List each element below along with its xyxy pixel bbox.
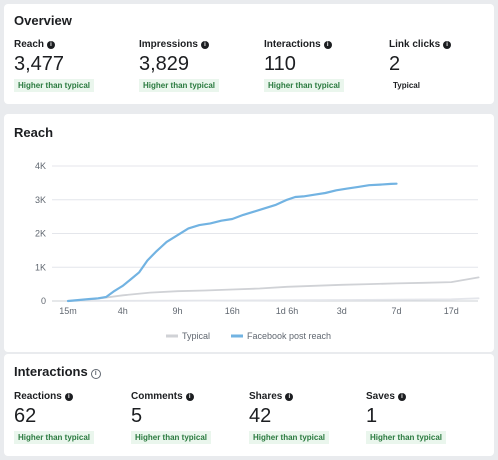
shares-metric: Shares i 42 Higher than typical — [249, 391, 330, 445]
link-clicks-label: Link clicks — [389, 39, 441, 50]
info-icon[interactable]: i — [185, 392, 194, 401]
x-tick-label: 1d 6h — [276, 306, 299, 316]
comments-metric: Comments i 5 Higher than typical — [131, 391, 212, 445]
shares-value: 42 — [249, 405, 272, 427]
reactions-label: Reactions — [14, 391, 62, 402]
status-badge: Typical — [389, 79, 424, 92]
saves-value: 1 — [366, 405, 378, 427]
interactions-title: Interactions — [14, 364, 88, 379]
interactions-metric: Interactions i 110 Higher than typical — [264, 39, 345, 93]
y-tick-label: 0 — [41, 296, 46, 306]
status-badge: Higher than typical — [366, 431, 447, 444]
status-badge: Higher than typical — [139, 79, 220, 92]
info-icon[interactable]: i — [323, 40, 332, 49]
shares-label: Shares — [249, 391, 283, 402]
x-tick-label: 9h — [172, 306, 182, 316]
status-badge: Higher than typical — [249, 431, 330, 444]
saves-metric: Saves i 1 Higher than typical — [366, 391, 447, 445]
y-tick-label: 2K — [35, 229, 46, 239]
interactions-card: Interactions i Reactions i 62 Higher than … — [4, 354, 494, 456]
impressions-label: Impressions — [139, 39, 198, 50]
saves-label: Saves — [366, 391, 395, 402]
info-icon[interactable]: i — [397, 392, 406, 401]
status-badge: Higher than typical — [14, 431, 95, 444]
y-tick-label: 3K — [35, 195, 46, 205]
link-clicks-value: 2 — [389, 53, 401, 75]
link-clicks-metric: Link clicks i 2 Typical — [389, 39, 452, 93]
reach-label: Reach — [14, 39, 45, 50]
legend-post-reach-label: Facebook post reach — [247, 331, 331, 341]
reactions-value: 62 — [14, 405, 37, 427]
x-tick-label: 16h — [225, 306, 240, 316]
post-reach-line — [66, 182, 398, 303]
reactions-metric: Reactions i 62 Higher than typical — [14, 391, 95, 445]
typical-line — [67, 276, 480, 302]
x-tick-label: 3d — [337, 306, 347, 316]
interactions-value: 110 — [264, 53, 296, 75]
x-tick-label: 4h — [118, 306, 128, 316]
x-tick-label: 7d — [391, 306, 401, 316]
info-icon[interactable]: i — [200, 40, 209, 49]
impressions-metric: Impressions i 3,829 Higher than typical — [139, 39, 220, 93]
reach-chart: 0 1K 2K 3K 4K 15m 4h 9h 16h 1d 6h 3d 7d 17d Typical… — [35, 161, 480, 341]
typical-lower-line — [67, 297, 480, 302]
comments-value: 5 — [131, 405, 143, 427]
reach-value: 3,477 — [14, 53, 65, 75]
reach-card: Reach 0 1K 2K 3K 4K 15m 4h 9h 16h 1d 6h 3d 7d 17d T… — [4, 114, 494, 352]
info-icon[interactable]: i — [47, 40, 56, 49]
comments-label: Comments — [131, 391, 183, 402]
x-tick-label: 15m — [59, 306, 77, 316]
status-badge: Higher than typical — [131, 431, 212, 444]
legend-typical-label: Typical — [182, 331, 210, 341]
info-icon[interactable]: i — [64, 392, 73, 401]
status-badge: Higher than typical — [14, 79, 95, 92]
x-tick-label: 17d — [444, 306, 459, 316]
reach-metric: Reach i 3,477 Higher than typical — [14, 39, 95, 93]
interactions-label: Interactions — [264, 39, 321, 50]
y-tick-label: 4K — [35, 161, 46, 171]
overview-card: Overview Reach i 3,477 Higher than typica… — [4, 4, 494, 104]
impressions-value: 3,829 — [139, 53, 190, 75]
reach-chart-title: Reach — [14, 125, 54, 140]
info-icon[interactable]: i — [285, 392, 294, 401]
info-outline-icon[interactable]: i — [90, 369, 101, 379]
overview-title: Overview — [14, 13, 72, 28]
y-tick-label: 1K — [35, 262, 46, 272]
info-icon[interactable]: i — [443, 40, 452, 49]
status-badge: Higher than typical — [264, 79, 345, 92]
